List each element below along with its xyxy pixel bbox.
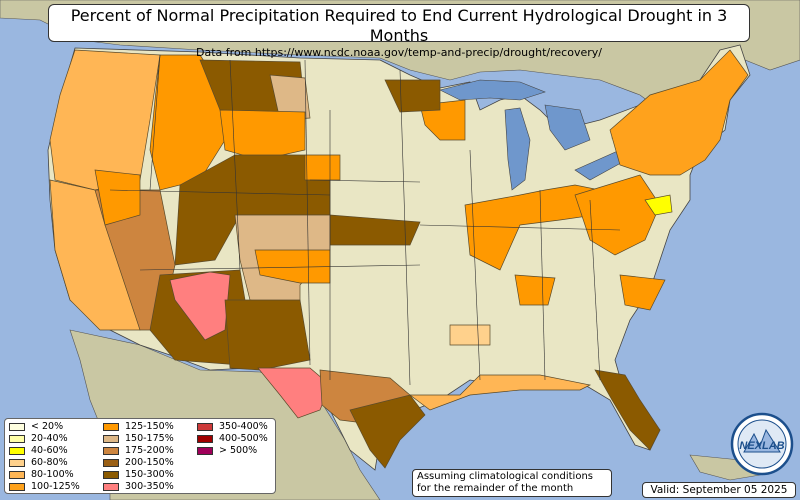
legend-label: > 500%: [219, 445, 258, 456]
region-minnesota: [384, 79, 441, 113]
legend-swatch: [9, 423, 25, 431]
legend-swatch: [103, 483, 119, 491]
region-texas-west: [257, 367, 331, 419]
caribbean-land: [689, 454, 761, 481]
note-line-1: Assuming climatological conditions: [417, 471, 593, 482]
border-1: [149, 54, 161, 191]
region-southeast-coast: [619, 274, 666, 311]
region-nm-orange: [254, 249, 331, 284]
note-line-2: for the remainder of the month: [417, 483, 574, 494]
valid-date: Valid: September 05 2025: [642, 482, 796, 498]
legend-swatch: [103, 447, 119, 455]
region-gulf-coast: [408, 374, 592, 411]
border-12: [589, 199, 601, 381]
drought-regions: [49, 49, 749, 469]
legend-label: 175-200%: [125, 445, 174, 456]
region-nevada-north: [94, 169, 141, 226]
legend-label: 125-150%: [125, 421, 174, 432]
legend-label: 400-500%: [219, 433, 268, 444]
legend-swatch: [9, 459, 25, 467]
legend-item: 200-150%: [103, 457, 197, 469]
border-2: [229, 59, 241, 271]
region-mississippi: [449, 324, 491, 346]
border-9: [419, 224, 621, 231]
legend-swatch: [197, 423, 213, 431]
legend-item: 300-350%: [103, 481, 197, 493]
legend-swatch: [103, 471, 119, 479]
legend-swatch: [9, 471, 25, 479]
legend-item: 20-40%: [9, 433, 103, 445]
map-title: Percent of Normal Precipitation Required…: [70, 6, 728, 45]
legend-swatch: [9, 435, 25, 443]
logo-text: NEXLAB: [739, 440, 784, 452]
legend-item: 100-125%: [9, 481, 103, 493]
border-11: [539, 189, 546, 381]
border-5: [399, 69, 411, 386]
legend-item: 400-500%: [197, 433, 277, 445]
region-north-dakota-west: [269, 74, 311, 121]
legend-label: 100-125%: [31, 481, 80, 492]
map-legend: < 20% 20-40% 40-60% 60-80% 80-100% 100-125% 12…: [4, 418, 276, 494]
legend-swatch: [103, 423, 119, 431]
map-title-box: Percent of Normal Precipitation Required…: [48, 4, 750, 59]
legend-label: < 20%: [31, 421, 64, 432]
legend-label: 40-60%: [31, 445, 68, 456]
region-dakotas-ok: [304, 154, 341, 181]
legend-item: 350-400%: [197, 421, 277, 433]
lake-huron: [544, 104, 591, 151]
legend-swatch: [9, 483, 25, 491]
map-subtitle: Data from https://www.ncdc.noaa.gov/temp…: [196, 46, 602, 59]
legend-item: 40-60%: [9, 445, 103, 457]
lake-michigan: [504, 107, 531, 191]
region-nm-south: [224, 299, 311, 371]
legend-item: 150-175%: [103, 433, 197, 445]
region-florida: [594, 369, 661, 451]
region-maryland: [644, 194, 673, 216]
legend-item: > 500%: [197, 445, 277, 457]
region-ohio-valley: [574, 174, 661, 256]
legend-label: 60-80%: [31, 457, 68, 468]
border-7: [139, 264, 421, 271]
legend-swatch: [197, 435, 213, 443]
legend-label: 300-350%: [125, 481, 174, 492]
assumption-note: Assuming climatological conditions for t…: [412, 469, 612, 497]
legend-label: 200-150%: [125, 457, 174, 468]
legend-swatch: [103, 459, 119, 467]
legend-item: < 20%: [9, 421, 103, 433]
region-tennessee: [514, 274, 556, 306]
legend-item: 150-300%: [103, 469, 197, 481]
legend-swatch: [197, 447, 213, 455]
legend-swatch: [103, 435, 119, 443]
border-10: [469, 149, 481, 381]
nexlab-logo-icon: NEXLAB: [730, 412, 794, 476]
legend-label: 150-300%: [125, 469, 174, 480]
legend-swatch: [9, 447, 25, 455]
legend-label: 350-400%: [219, 421, 268, 432]
legend-item: 80-100%: [9, 469, 103, 481]
legend-item: 125-150%: [103, 421, 197, 433]
legend-label: 150-175%: [125, 433, 174, 444]
legend-label: 20-40%: [31, 433, 68, 444]
border-3: [304, 59, 311, 366]
state-borders: [109, 54, 621, 386]
region-northeast: [609, 49, 749, 176]
legend-label: 80-100%: [31, 469, 74, 480]
legend-item: 60-80%: [9, 457, 103, 469]
legend-item: 175-200%: [103, 445, 197, 457]
border-6: [109, 189, 331, 196]
border-8: [309, 179, 421, 183]
region-arizona-west: [169, 271, 231, 341]
